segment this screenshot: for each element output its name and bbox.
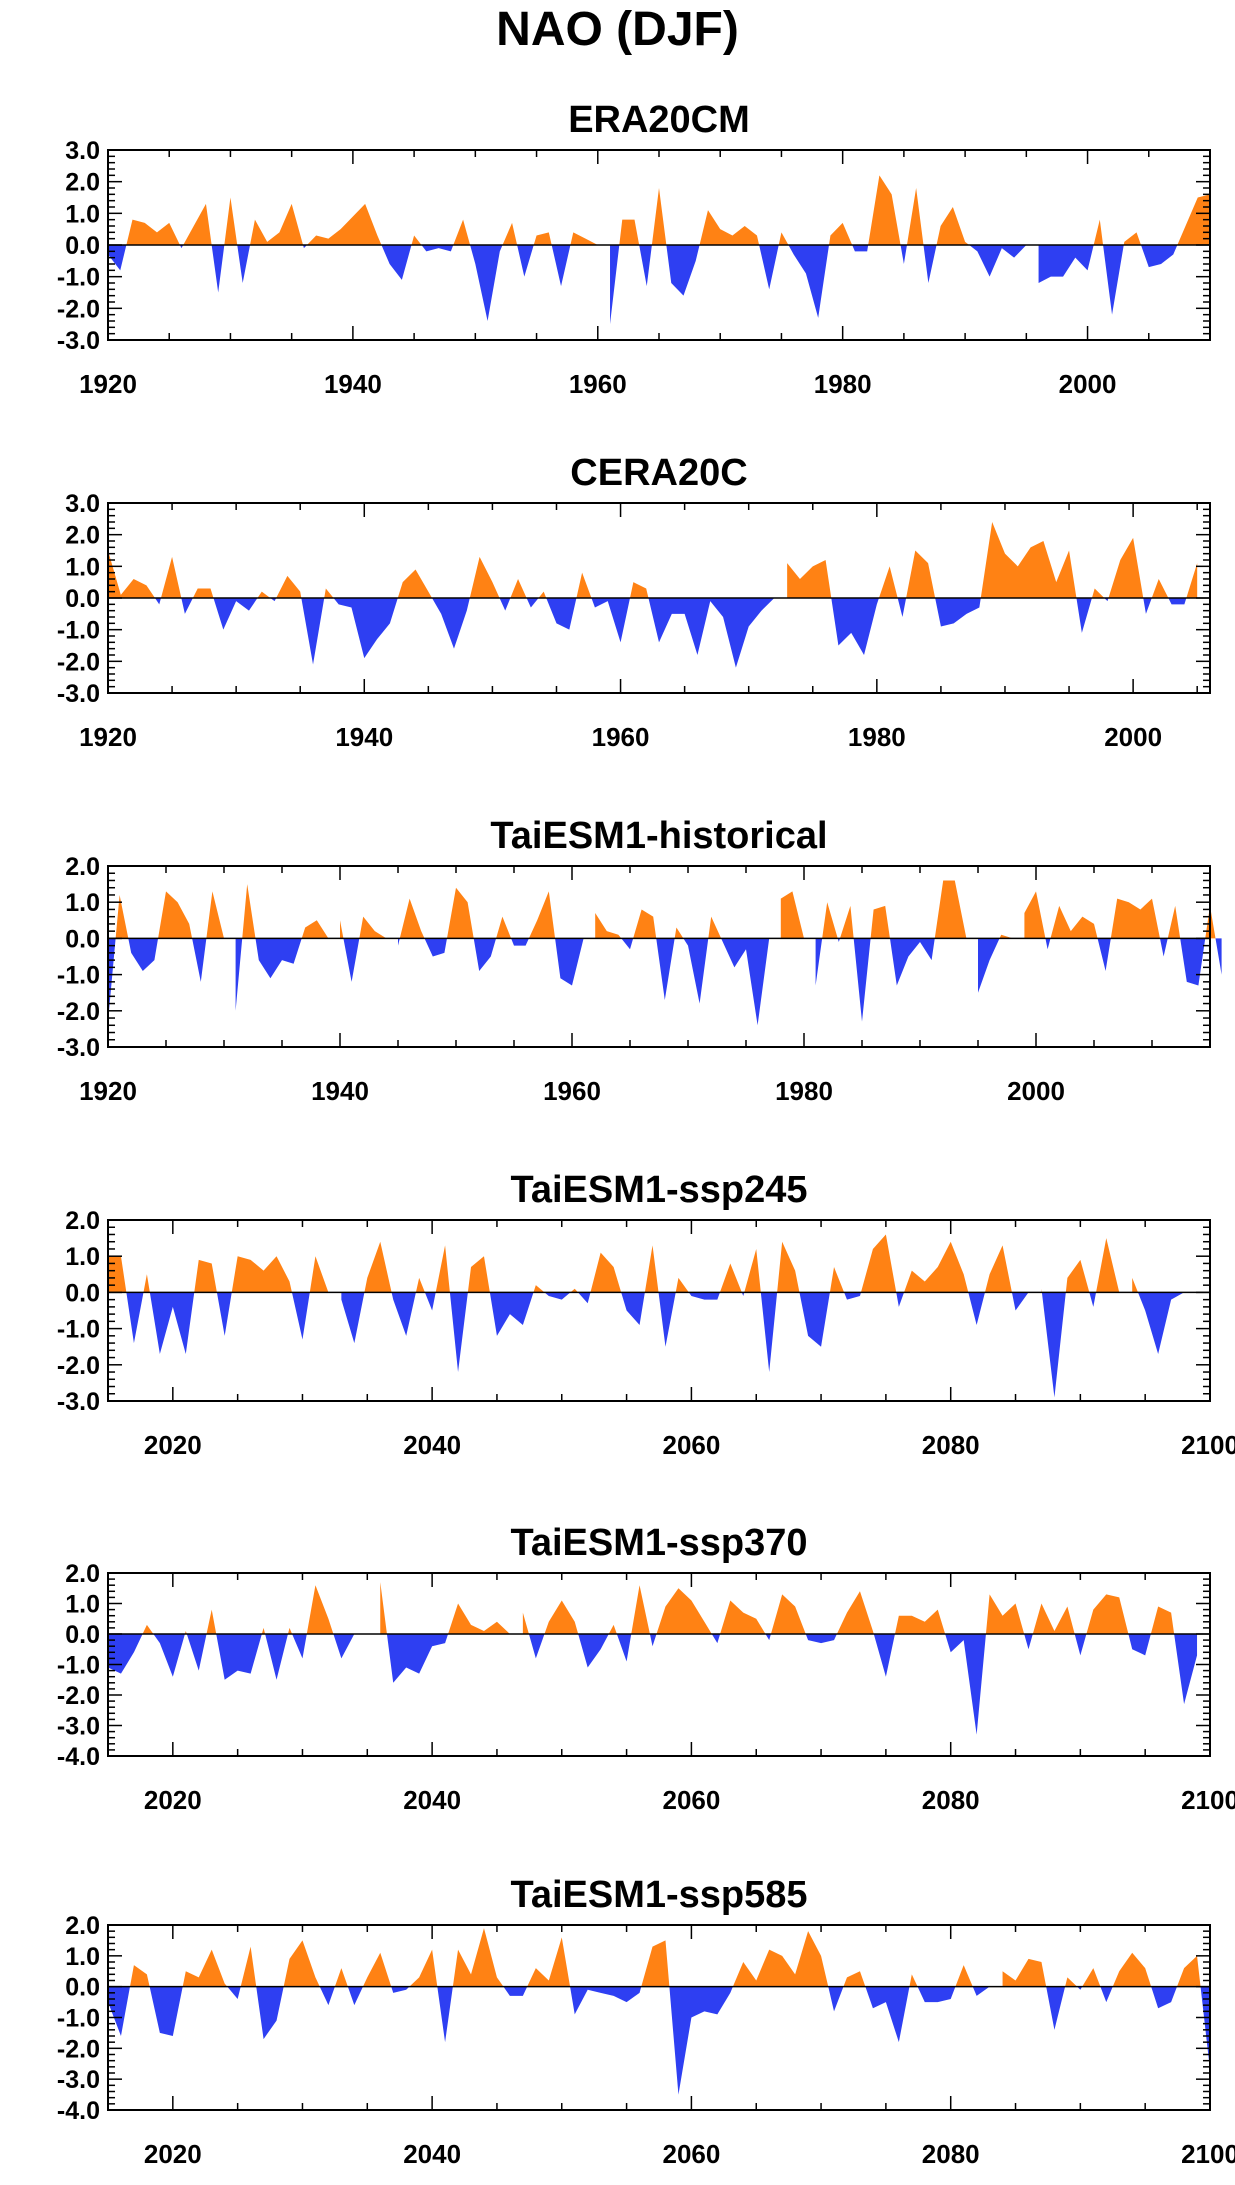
positive-anomaly-area [126, 175, 1210, 245]
y-tick-label: -2.0 [57, 295, 100, 323]
positive-anomaly-area [108, 1234, 1138, 1293]
x-tick-label: 2000 [1059, 369, 1117, 399]
x-tick-label: 2040 [403, 1785, 461, 1815]
x-tick-label: 1960 [543, 1076, 601, 1106]
x-tick-label: 1920 [79, 369, 137, 399]
x-tick-label: 2000 [1104, 722, 1162, 752]
y-tick-label: 2.0 [65, 1560, 100, 1588]
x-tick-label: 2020 [144, 1785, 202, 1815]
chart-panel-1: CERA20C -3.0 -2.0 -1.0 0.0 1.0 2.0 3.0 1920 1940 1… [57, 452, 1211, 752]
x-tick-label: 2100 [1181, 1430, 1235, 1460]
x-tick-label: 1960 [569, 369, 627, 399]
chart-panel-4: TaiESM1-ssp370 -4.0-3.0 -2.0-1.0 0.01.0 2.0 2… [57, 1522, 1235, 1815]
y-tick-label: -3.0 [57, 2066, 100, 2094]
y-tick-label: 1.0 [65, 553, 100, 581]
x-tick-label: 1980 [775, 1076, 833, 1106]
x-tick-label: 2080 [922, 1430, 980, 1460]
negative-anomaly-area [154, 598, 1187, 668]
x-tick-label: 1920 [79, 722, 137, 752]
y-tick-label: -2.0 [57, 1352, 100, 1380]
x-tick-label: 1940 [311, 1076, 369, 1106]
y-tick-label: -4.0 [57, 2097, 100, 2125]
y-tick-label: 3.0 [65, 490, 100, 518]
negative-anomaly-area [108, 938, 1222, 1026]
chart-panel-0: ERA20CM -3.0 -2.0 -1.0 0.0 1.0 2.0 3.0 1920 1940 1… [57, 99, 1211, 399]
y-tick-label: -2.0 [57, 2035, 100, 2063]
y-tick-label: -3.0 [57, 680, 100, 708]
y-tick-label: -2.0 [57, 1682, 100, 1710]
y-tick-label: 2.0 [65, 522, 100, 550]
chart-title: TaiESM1-historical [490, 815, 827, 857]
x-tick-label: 2020 [144, 2139, 202, 2169]
x-tick-label: 1980 [814, 369, 872, 399]
x-tick-label: 2000 [1007, 1076, 1065, 1106]
y-tick-label: 3.0 [65, 137, 100, 165]
y-tick-label: 0.0 [65, 925, 100, 953]
y-tick-label: 2.0 [65, 1912, 100, 1940]
negative-anomaly-area [126, 1292, 1185, 1398]
y-tick-label: 0.0 [65, 1974, 100, 2002]
y-tick-label: -3.0 [57, 1388, 100, 1416]
x-tick-label: 1960 [592, 722, 650, 752]
y-tick-label: 1.0 [65, 1243, 100, 1271]
x-tick-label: 2080 [922, 1785, 980, 1815]
positive-anomaly-area [115, 880, 1216, 939]
x-tick-label: 2100 [1181, 1785, 1235, 1815]
y-tick-label: -1.0 [57, 2005, 100, 2033]
chart-panel-3: TaiESM1-ssp245 -3.0 -2.0 -1.0 0.0 1.0 2.0 2020 2… [57, 1169, 1235, 1460]
x-tick-label: 2060 [662, 2139, 720, 2169]
y-tick-label: 1.0 [65, 889, 100, 917]
positive-anomaly-area [129, 1928, 1201, 1987]
y-tick-label: 2.0 [65, 1207, 100, 1235]
x-tick-label: 2040 [403, 2139, 461, 2169]
y-tick-label: -1.0 [57, 1652, 100, 1680]
plot-frame [107, 1219, 1211, 1402]
y-tick-label: -1.0 [57, 1316, 100, 1344]
chart-title: TaiESM1-ssp370 [510, 1522, 807, 1564]
chart-title: TaiESM1-ssp245 [510, 1169, 807, 1211]
y-tick-label: 1.0 [65, 200, 100, 228]
positive-anomaly-area [108, 522, 1198, 598]
x-tick-label: 2040 [403, 1430, 461, 1460]
y-tick-label: 2.0 [65, 169, 100, 197]
x-tick-label: 1920 [79, 1076, 137, 1106]
y-tick-label: 2.0 [65, 853, 100, 881]
x-tick-label: 1980 [848, 722, 906, 752]
chart-panel-2: TaiESM1-historical -3.0 -2.0 -1.0 0.0 1.0 2.0 1… [57, 815, 1222, 1106]
negative-anomaly-area [108, 1634, 1198, 1735]
figure-title: NAO (DJF) [496, 3, 739, 56]
positive-anomaly-area [142, 1582, 1175, 1634]
y-tick-label: 1.0 [65, 1943, 100, 1971]
x-tick-label: 1940 [335, 722, 393, 752]
plot-frame [107, 865, 1211, 1048]
x-tick-label: 2080 [922, 2139, 980, 2169]
y-tick-label: 0.0 [65, 232, 100, 260]
y-tick-label: -3.0 [57, 327, 100, 355]
x-tick-label: 1940 [324, 369, 382, 399]
y-tick-label: -4.0 [57, 1743, 100, 1771]
chart-title: CERA20C [570, 452, 747, 494]
x-tick-label: 2100 [1181, 2139, 1235, 2169]
y-tick-label: -2.0 [57, 998, 100, 1026]
negative-anomaly-area [108, 245, 1178, 325]
negative-anomaly-area [108, 1986, 1210, 2095]
x-tick-label: 2060 [662, 1430, 720, 1460]
y-tick-label: -1.0 [57, 264, 100, 292]
y-tick-label: 1.0 [65, 1591, 100, 1619]
x-tick-label: 2060 [662, 1785, 720, 1815]
chart-title: TaiESM1-ssp585 [510, 1874, 807, 1916]
y-tick-label: 0.0 [65, 1621, 100, 1649]
y-tick-label: -1.0 [57, 962, 100, 990]
y-tick-label: 0.0 [65, 1279, 100, 1307]
y-tick-label: -3.0 [57, 1713, 100, 1741]
y-tick-label: -2.0 [57, 648, 100, 676]
y-tick-label: -3.0 [57, 1034, 100, 1062]
chart-panel-5: TaiESM1-ssp585 -4.0 -3.0 -2.0-1.0 0.0 1.0 2.0 2… [57, 1874, 1235, 2169]
x-tick-label: 2020 [144, 1430, 202, 1460]
y-tick-label: -1.0 [57, 617, 100, 645]
chart-title: ERA20CM [568, 99, 750, 141]
y-tick-label: 0.0 [65, 585, 100, 613]
